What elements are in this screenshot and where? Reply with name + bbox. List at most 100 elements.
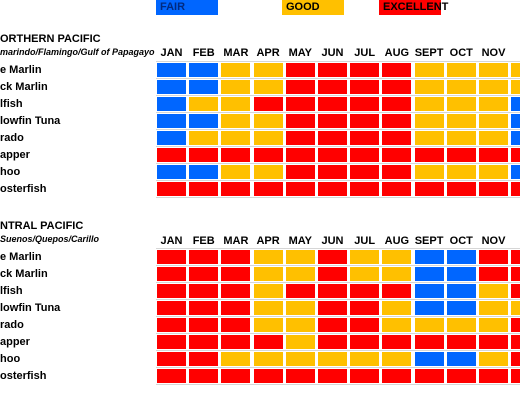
month-header: D xyxy=(510,47,520,60)
rating-cell-fair xyxy=(413,249,445,265)
rating-cell-fair xyxy=(445,300,477,316)
rating-cell-good xyxy=(252,283,284,299)
rating-cell-good xyxy=(478,164,509,180)
month-header: SEPT xyxy=(414,235,444,247)
rating-cell-excellent xyxy=(478,181,509,197)
row-divider xyxy=(156,248,520,249)
species-label: lfish xyxy=(0,285,23,297)
legend-good: GOOD xyxy=(282,0,344,15)
month-header: SEPT xyxy=(414,47,444,59)
rating-cell-excellent xyxy=(445,181,477,197)
rating-cell-good xyxy=(220,79,252,95)
rating-cell-excellent xyxy=(220,266,252,282)
rating-cell-excellent xyxy=(478,266,509,282)
species-label: hoo xyxy=(0,166,21,178)
rating-cell-excellent xyxy=(413,147,445,163)
rating-cell-fair xyxy=(188,113,220,129)
row-divider xyxy=(156,146,520,147)
rating-cell-excellent xyxy=(220,368,252,384)
rating-cell-excellent xyxy=(510,368,520,384)
rating-cell-excellent xyxy=(510,249,520,265)
rating-cell-good xyxy=(478,317,509,333)
row-divider xyxy=(156,197,520,198)
rating-cell-excellent xyxy=(284,79,316,95)
rating-cell-excellent xyxy=(317,368,348,384)
rating-cell-fair xyxy=(156,113,187,129)
species-label: lfish xyxy=(0,98,23,110)
month-header: MAR xyxy=(223,47,249,59)
species-label: apper xyxy=(0,149,30,161)
rating-cell-good xyxy=(220,164,252,180)
rating-cell-good xyxy=(478,62,509,78)
rating-cell-excellent xyxy=(349,62,381,78)
rating-cell-excellent xyxy=(156,147,187,163)
rating-cell-good xyxy=(381,300,413,316)
rating-cell-excellent xyxy=(252,96,284,112)
rating-cell-excellent xyxy=(188,300,220,316)
rating-cell-good xyxy=(413,164,445,180)
rating-cell-excellent xyxy=(220,300,252,316)
rating-cell-excellent xyxy=(413,334,445,350)
rating-cell-fair xyxy=(188,164,220,180)
rating-cell-excellent xyxy=(317,181,348,197)
rating-cell-excellent xyxy=(381,130,413,146)
species-label: lowfin Tuna xyxy=(0,302,61,314)
rating-cell-good xyxy=(252,130,284,146)
row-divider xyxy=(156,112,520,113)
rating-cell-excellent xyxy=(284,283,316,299)
month-header: JAN xyxy=(160,47,183,59)
legend-fair: FAIR xyxy=(156,0,218,15)
rating-cell-excellent xyxy=(478,368,509,384)
rating-cell-good xyxy=(478,79,509,95)
rating-cell-excellent xyxy=(317,283,348,299)
rating-cell-excellent xyxy=(381,334,413,350)
rating-cell-excellent xyxy=(188,249,220,265)
rating-cell-excellent xyxy=(317,300,348,316)
month-header: JUN xyxy=(321,235,344,247)
rating-cell-fair xyxy=(445,283,477,299)
rating-cell-excellent xyxy=(156,368,187,384)
rating-cell-good xyxy=(413,113,445,129)
species-label: rado xyxy=(0,132,24,144)
rating-cell-excellent xyxy=(349,334,381,350)
species-label: osterfish xyxy=(0,183,47,195)
rating-cell-good xyxy=(478,130,509,146)
rating-cell-excellent xyxy=(188,283,220,299)
rating-cell-excellent xyxy=(317,62,348,78)
rating-cell-good xyxy=(284,351,316,367)
species-label: rado xyxy=(0,319,24,331)
rating-cell-fair xyxy=(510,164,520,180)
species-label: ck Marlin xyxy=(0,268,48,280)
rating-cell-fair xyxy=(510,130,520,146)
rating-cell-fair xyxy=(413,266,445,282)
rating-cell-excellent xyxy=(510,283,520,299)
rating-cell-excellent xyxy=(317,164,348,180)
rating-cell-good xyxy=(252,113,284,129)
rating-cell-excellent xyxy=(349,113,381,129)
rating-cell-good xyxy=(188,130,220,146)
rating-cell-good xyxy=(252,300,284,316)
rating-cell-excellent xyxy=(284,130,316,146)
row-divider xyxy=(156,299,520,300)
rating-cell-good xyxy=(381,351,413,367)
rating-cell-excellent xyxy=(317,334,348,350)
month-header: MAY xyxy=(288,235,313,247)
row-divider xyxy=(156,95,520,96)
species-label: e Marlin xyxy=(0,251,42,263)
rating-cell-excellent xyxy=(284,147,316,163)
row-divider xyxy=(156,180,520,181)
rating-cell-excellent xyxy=(252,334,284,350)
rating-cell-excellent xyxy=(478,249,509,265)
month-header: FEB xyxy=(192,235,215,247)
row-divider xyxy=(156,316,520,317)
row-divider xyxy=(156,282,520,283)
rating-cell-excellent xyxy=(284,96,316,112)
rating-cell-fair xyxy=(445,249,477,265)
rating-cell-excellent xyxy=(220,317,252,333)
rating-cell-good xyxy=(381,266,413,282)
rating-cell-excellent xyxy=(510,351,520,367)
rating-cell-excellent xyxy=(317,113,348,129)
rating-cell-excellent xyxy=(252,181,284,197)
rating-cell-good xyxy=(445,62,477,78)
